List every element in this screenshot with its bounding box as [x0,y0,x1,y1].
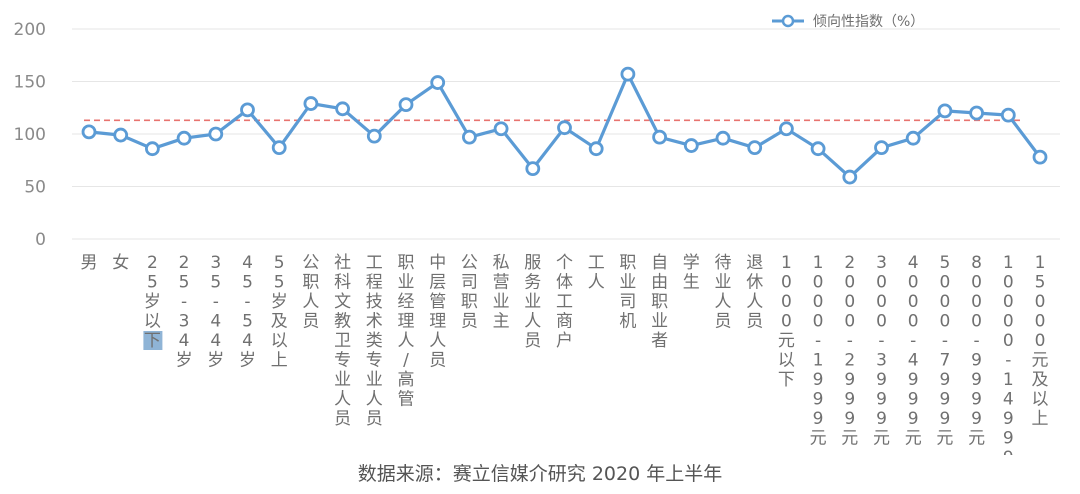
x-category-label: 3 5 -4 4 岁 [207,253,224,371]
data-point [240,102,255,118]
text-selection-highlight [143,331,163,350]
x-category-label: 公司职员 [461,253,478,332]
x-category-label: 5 0 0 0 -7 9 9 9 元 [936,253,953,449]
data-point [525,161,541,177]
data-point [303,96,319,111]
x-category-label: 职业经理人/高管 [398,253,415,410]
data-point [430,75,446,90]
x-category-label: 私营业主 [493,253,510,332]
x-category-label: 3 0 0 0 -3 9 9 9 元 [873,253,890,449]
data-point [1032,149,1048,165]
data-point [176,130,192,146]
legend: 倾向性指数（%） [772,14,924,30]
x-category-label: 个体工商户 [556,253,573,351]
line-chart: 0 50 100 150 200 男女 2 5 岁以下 2 5 -3 4 岁 3 5 -4 4 岁 4 5 -5 4 岁 5 5… [14,14,1060,455]
x-category-label: 服务业人员 [524,253,541,351]
data-point [715,130,731,146]
data-point [335,101,351,117]
y-tick-label: 50 [24,178,46,198]
x-category-label: 8 0 0 0 -9 9 9 9 元 [968,253,985,449]
data-point [747,140,763,156]
data-point [937,103,953,119]
x-category-label: 4 5 -5 4 岁 [239,253,256,371]
data-point [683,138,699,153]
data-point [588,141,604,157]
x-category-label: 1 5 0 0 0 元及以上 [1032,253,1049,429]
x-category-label: 1 0 0 0 -1 9 9 9 元 [810,253,827,449]
data-point [366,128,382,144]
data-point [271,140,287,156]
x-category-label: 职业司机 [619,253,636,332]
data-point [842,169,858,185]
x-category-label: 公职人员 [302,253,319,332]
x-category-label: 工人 [588,253,605,293]
source-note: 数据来源：赛立信媒介研究 2020 年上半年 [357,463,723,485]
data-points [81,66,1048,185]
data-point [1000,107,1016,123]
x-category-label: 男 [81,253,98,273]
data-point [779,121,794,137]
x-category-label: 社科文教卫专业人员 [334,253,351,429]
y-tick-label: 100 [14,125,46,145]
y-tick-label: 200 [14,20,46,40]
x-category-label: 工程技术类专业人员 [366,253,383,429]
legend-label: 倾向性指数（%） [813,14,924,30]
data-point [113,127,129,143]
data-point [905,130,921,146]
data-point [810,141,826,157]
data-point [969,105,984,121]
x-category-label: 中层管理人员 [429,253,446,371]
data-point [874,140,889,156]
data-point [652,129,667,145]
x-category-label: 待业人员 [715,253,732,332]
data-point [398,97,414,112]
legend-marker-icon [781,14,795,28]
x-category-label: 2 5 岁以下 [144,253,161,351]
data-point [620,66,636,82]
x-category-label: 自由职业者 [651,253,668,351]
x-category-label: 学生 [683,253,700,293]
data-point [493,121,509,137]
x-category-label: 2 0 0 0 -2 9 9 9 元 [841,253,858,449]
data-point [208,126,224,142]
x-category-label: 1 0 0 0 元以下 [778,253,795,390]
data-point [557,120,572,136]
x-category-label: 2 5 -3 4 岁 [176,253,193,371]
data-point [144,141,160,157]
x-category-label: 4 0 0 0 -4 9 9 9 元 [905,253,922,449]
x-category-label: 女 [112,253,129,273]
x-category-label: 退休人员 [746,253,763,332]
data-point [81,124,97,140]
y-tick-label: 0 [35,230,46,250]
x-axis-labels: 男女 2 5 岁以下 2 5 -3 4 岁 3 5 -4 4 岁 4 5 -5 4 岁 5 5 岁及以上公职人员社科文教卫… [81,253,1049,455]
data-point [461,129,477,145]
y-axis-ticks: 0 50 100 150 200 [14,20,46,250]
y-tick-label: 150 [14,73,46,93]
x-category-label: 5 5 岁及以上 [271,253,288,371]
